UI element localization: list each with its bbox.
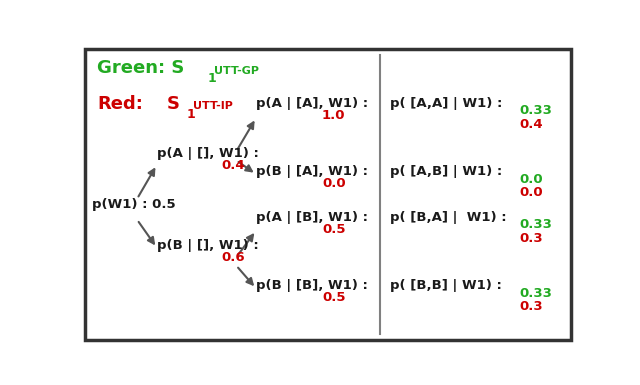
Text: 0.6: 0.6 <box>221 251 245 264</box>
Text: 0.33: 0.33 <box>519 218 552 231</box>
Text: 1: 1 <box>187 108 195 121</box>
Text: 0.5: 0.5 <box>322 223 346 236</box>
Text: 0.33: 0.33 <box>519 104 552 117</box>
Text: p(A | [A], W1) :: p(A | [A], W1) : <box>256 97 368 110</box>
Text: UTT-IP: UTT-IP <box>193 101 233 111</box>
Text: p(B | [A], W1) :: p(B | [A], W1) : <box>256 165 368 178</box>
Text: p(B | [B], W1) :: p(B | [B], W1) : <box>256 279 368 292</box>
FancyBboxPatch shape <box>85 49 571 340</box>
Text: 0.3: 0.3 <box>519 300 543 313</box>
Text: 1: 1 <box>208 72 217 85</box>
Text: p(W1) : 0.5: p(W1) : 0.5 <box>92 198 176 211</box>
Text: p( [B,A] |  W1) :: p( [B,A] | W1) : <box>390 211 507 224</box>
Text: 0.33: 0.33 <box>519 287 552 300</box>
Text: Green: S: Green: S <box>97 59 185 77</box>
Text: UTT-GP: UTT-GP <box>214 66 259 76</box>
Text: 0.4: 0.4 <box>519 118 543 131</box>
Text: p(A | [B], W1) :: p(A | [B], W1) : <box>256 211 368 224</box>
Text: p(B | [], W1) :: p(B | [], W1) : <box>157 239 259 252</box>
Text: 0.0: 0.0 <box>519 186 543 199</box>
Text: p(A | [], W1) :: p(A | [], W1) : <box>157 147 259 160</box>
Text: 1.0: 1.0 <box>322 109 346 122</box>
Text: p( [A,A] | W1) :: p( [A,A] | W1) : <box>390 97 502 110</box>
Text: 0.0: 0.0 <box>322 177 346 190</box>
Text: S: S <box>167 95 180 113</box>
Text: Red:: Red: <box>97 95 143 113</box>
Text: p( [B,B] | W1) :: p( [B,B] | W1) : <box>390 279 502 292</box>
Text: 0.5: 0.5 <box>322 291 346 304</box>
Text: 0.3: 0.3 <box>519 232 543 245</box>
Text: 0.4: 0.4 <box>221 159 245 172</box>
Text: 0.0: 0.0 <box>519 172 543 186</box>
Text: p( [A,B] | W1) :: p( [A,B] | W1) : <box>390 165 502 178</box>
